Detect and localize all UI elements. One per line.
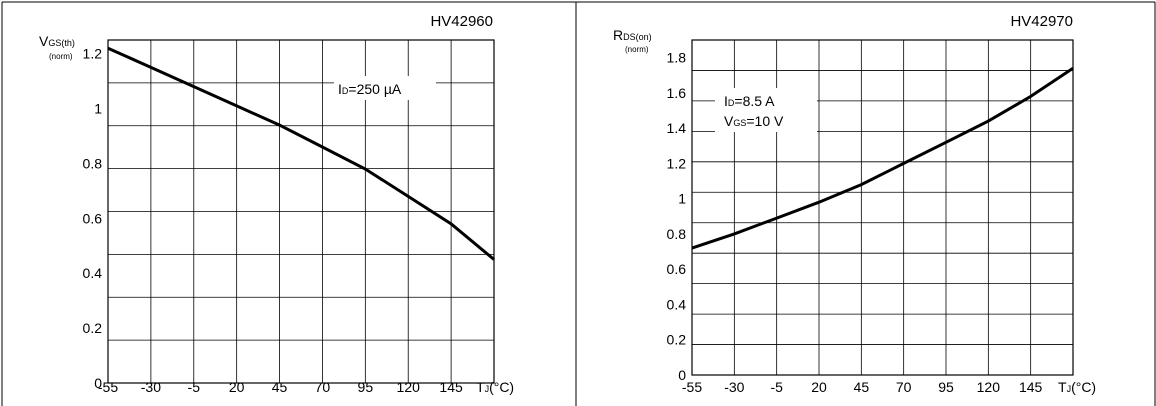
y-tick-label: 0.2 bbox=[667, 332, 687, 348]
y-tick-label: 1.8 bbox=[667, 50, 687, 66]
x-tick-label: -5 bbox=[188, 379, 201, 395]
x-tick-label: 20 bbox=[811, 379, 827, 395]
y-tick-label: 1 bbox=[94, 101, 102, 117]
x-tick-label: -5 bbox=[770, 379, 783, 395]
x-tick-label: 70 bbox=[315, 379, 331, 395]
series-line bbox=[691, 66, 1074, 250]
annotation-box bbox=[715, 88, 817, 132]
x-tick-label: -55 bbox=[682, 379, 702, 395]
y-tick-label: 0.6 bbox=[83, 210, 103, 226]
y-tick-labels: 0 0.2 0.4 0.6 0.8 1 1.2 1.4 1.6 1.8 bbox=[667, 50, 687, 383]
x-tick-label: 120 bbox=[397, 379, 421, 395]
y-tick-label: 1 bbox=[678, 191, 686, 207]
y-tick-label: 0.4 bbox=[667, 296, 687, 312]
annotation-line-2: VGS=10 V bbox=[724, 113, 784, 129]
y-tick-label: 0.4 bbox=[83, 265, 103, 281]
annotation-box bbox=[334, 76, 436, 100]
x-tick-label: 70 bbox=[896, 379, 912, 395]
y-axis-label: RDS(on) bbox=[613, 27, 652, 43]
y-tick-label: 1.4 bbox=[667, 120, 687, 136]
chart-title: HV42960 bbox=[430, 13, 493, 30]
y-tick-labels: 0 0.2 0.4 0.6 0.8 1 1.2 bbox=[83, 46, 103, 391]
y-tick-label: 0 bbox=[678, 367, 686, 383]
chart-vgs-threshold-vs-temperature: HV42960 VGS(th) (norm) TJ(°C) 0 0.2 0.4 0.6… bbox=[39, 13, 514, 395]
series-line bbox=[107, 46, 495, 261]
x-tick-label: 145 bbox=[1019, 379, 1043, 395]
grid bbox=[692, 40, 1073, 375]
y-tick-label: 0.8 bbox=[667, 226, 687, 242]
y-tick-label: 0.6 bbox=[667, 261, 687, 277]
x-axis-label: TJ(°C) bbox=[476, 379, 514, 395]
y-tick-label: 0.8 bbox=[83, 155, 103, 171]
y-tick-label: 1.2 bbox=[667, 155, 687, 171]
x-tick-label: -30 bbox=[141, 379, 161, 395]
x-tick-label: 45 bbox=[854, 379, 870, 395]
plot-border bbox=[691, 39, 1074, 376]
x-tick-label: 45 bbox=[272, 379, 288, 395]
plot-border bbox=[107, 39, 495, 384]
annotation: ID=250 µA bbox=[338, 81, 402, 97]
x-tick-label: 95 bbox=[358, 379, 374, 395]
x-tick-label: -30 bbox=[724, 379, 744, 395]
y-tick-label: 1.6 bbox=[667, 85, 687, 101]
x-tick-label: 20 bbox=[229, 379, 245, 395]
grid bbox=[108, 40, 494, 383]
x-axis-label: TJ(°C) bbox=[1058, 379, 1096, 395]
x-tick-labels: -55 -30 -5 20 45 70 95 120 145 bbox=[98, 379, 463, 395]
y-tick-label: 0.2 bbox=[83, 320, 103, 336]
annotation-line-1: ID=8.5 A bbox=[724, 93, 775, 109]
x-tick-label: 120 bbox=[977, 379, 1001, 395]
chart-rds-on-vs-temperature: HV42970 RDS(on) (norm) TJ(°C) 0 0.2 0.4 0.6… bbox=[613, 13, 1096, 395]
x-tick-label: 145 bbox=[439, 379, 463, 395]
chart-title: HV42970 bbox=[1010, 13, 1073, 30]
y-axis-unit: (norm) bbox=[625, 45, 649, 54]
x-tick-label: 95 bbox=[938, 379, 954, 395]
y-axis-label: VGS(th) bbox=[39, 33, 75, 49]
y-axis-unit: (norm) bbox=[49, 52, 73, 61]
x-tick-labels: -55 -30 -5 20 45 70 95 120 145 bbox=[682, 379, 1043, 395]
y-tick-label: 0 bbox=[94, 375, 102, 391]
y-tick-label: 1.2 bbox=[83, 46, 103, 62]
